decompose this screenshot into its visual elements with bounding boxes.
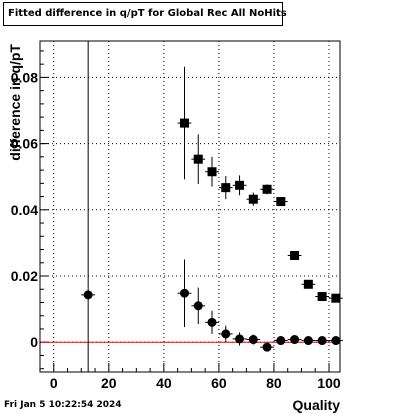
data-point-square xyxy=(248,194,258,204)
y-axis-label: difference in q/pT xyxy=(7,44,23,161)
data-point-circle xyxy=(303,336,313,346)
data-point-circle xyxy=(193,301,203,311)
x-tick-label: 20 xyxy=(101,375,117,391)
y-tick-label: 0 xyxy=(30,334,38,350)
y-tick-label: 0.06 xyxy=(11,136,38,152)
x-axis-label: Quality xyxy=(293,397,341,413)
y-tick-label: 0.08 xyxy=(11,69,38,85)
data-point-circle xyxy=(207,317,217,327)
data-point-circle xyxy=(221,329,231,339)
x-tick-label: 80 xyxy=(266,375,282,391)
y-tick-label: 0.04 xyxy=(11,202,38,218)
x-tick-label: 0 xyxy=(50,375,58,391)
data-point-square xyxy=(179,118,189,128)
x-tick-label: 60 xyxy=(211,375,227,391)
data-point-square xyxy=(207,167,217,177)
data-point-square xyxy=(221,183,231,193)
timestamp-footer: Fri Jan 5 10:22:54 2024 xyxy=(4,400,122,410)
plot-frame xyxy=(39,40,341,373)
data-point-circle xyxy=(317,336,327,346)
data-point-circle xyxy=(262,342,272,352)
data-point-square xyxy=(331,293,341,303)
data-point-square xyxy=(235,180,245,190)
x-tick-label: 100 xyxy=(317,375,341,391)
data-point-square xyxy=(262,184,272,194)
data-point-circle xyxy=(276,336,286,346)
chart-title: Fitted difference in q/pT for Global Rec… xyxy=(8,8,287,19)
chart-title-box: Fitted difference in q/pT for Global Rec… xyxy=(3,2,287,26)
y-tick-label: 0.02 xyxy=(11,268,38,284)
data-point-square xyxy=(276,197,286,207)
data-point-square xyxy=(317,292,327,302)
x-tick-label: 40 xyxy=(156,375,172,391)
data-point-circle xyxy=(83,290,93,300)
data-point-square xyxy=(290,250,300,260)
data-point-circle xyxy=(290,335,300,345)
data-point-circle xyxy=(179,288,189,298)
data-point-circle xyxy=(235,334,245,344)
data-point-square xyxy=(193,154,203,164)
data-point-circle xyxy=(331,336,341,346)
data-point-square xyxy=(303,279,313,289)
data-point-circle xyxy=(248,335,258,345)
